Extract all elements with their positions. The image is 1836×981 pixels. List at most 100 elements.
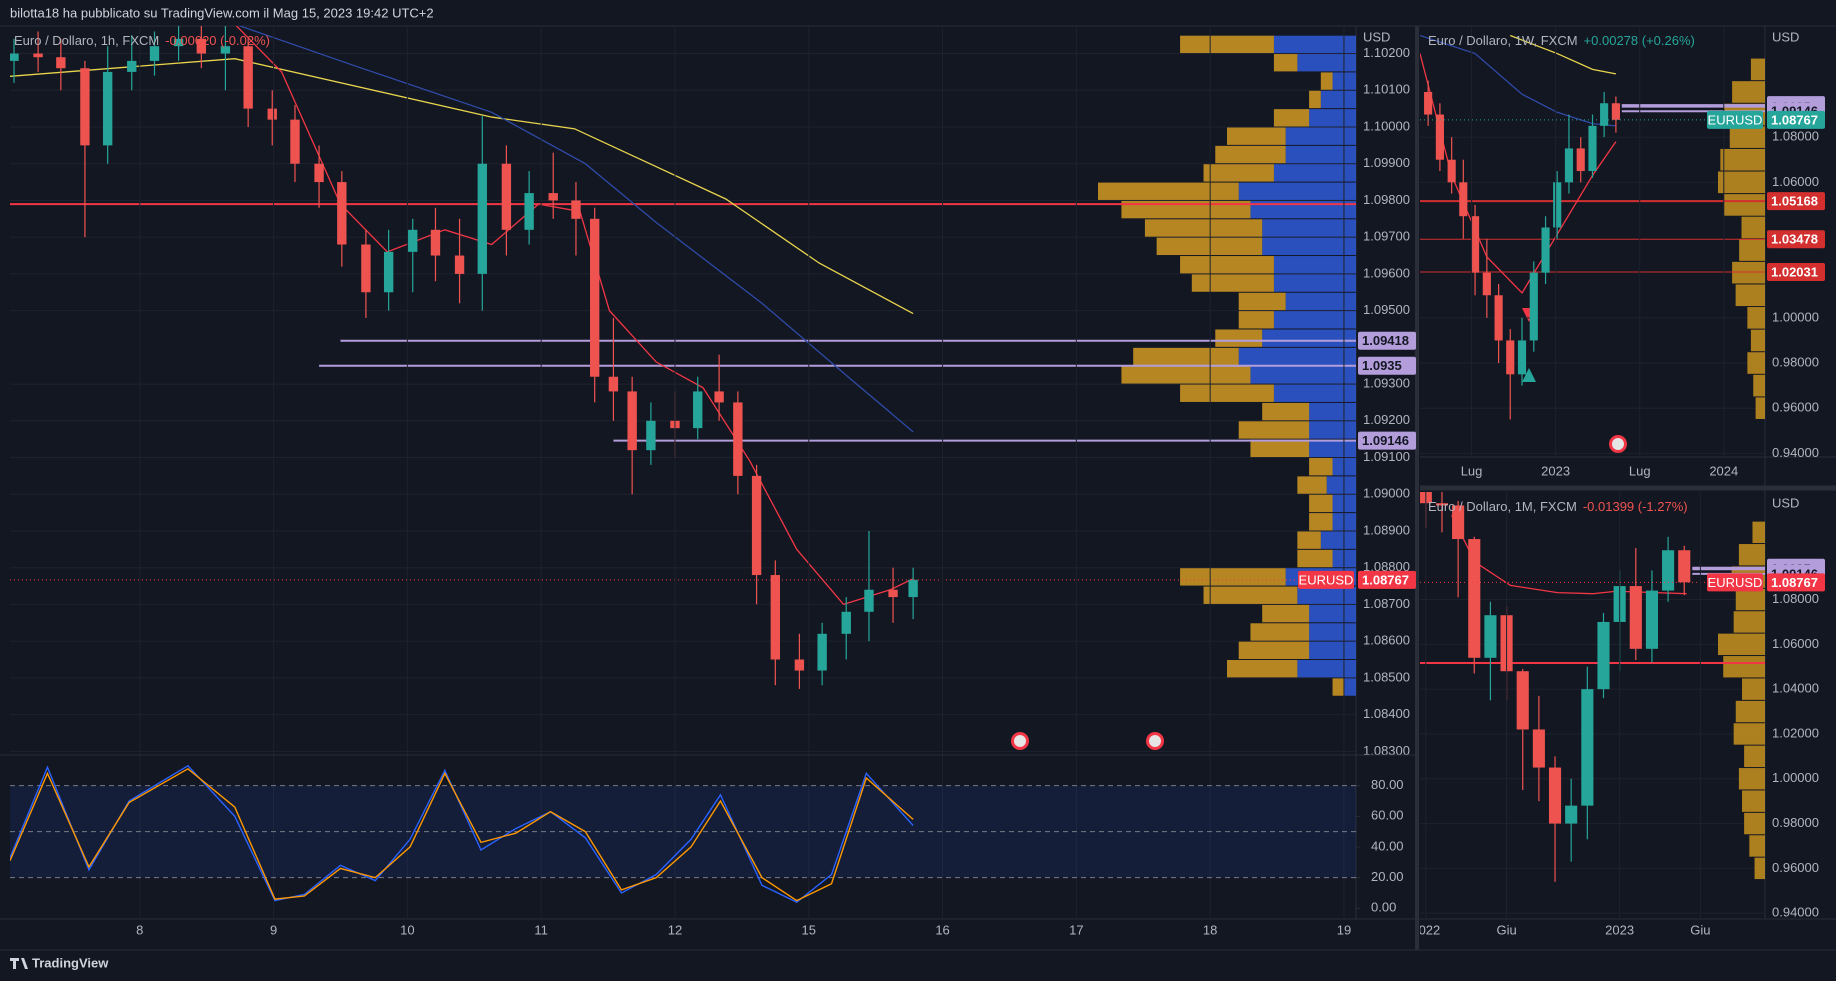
profile-bar <box>1180 35 1274 54</box>
profile-bar <box>1285 292 1356 311</box>
event-flag[interactable] <box>1149 735 1161 747</box>
candle-body <box>220 46 231 54</box>
level-label: 1.0935 <box>1362 358 1402 373</box>
profile-bar <box>1309 623 1356 641</box>
oscillator-line <box>10 764 914 903</box>
y-tick-label: 0.00 <box>1371 900 1396 915</box>
profile-bar <box>1718 171 1765 194</box>
y-tick-label: 1.09900 <box>1363 155 1410 170</box>
brand-name: TradingView <box>32 955 109 970</box>
level-label-bg <box>1767 230 1825 249</box>
last-price: 1.08767 <box>1771 112 1818 127</box>
y-tick-label: 0.94000 <box>1772 905 1819 920</box>
x-tick-label: 16 <box>935 922 949 937</box>
legend-change: +0.00278 (+0.26%) <box>1584 33 1695 48</box>
candle-body <box>1517 340 1527 375</box>
profile-bar <box>1121 366 1251 384</box>
profile-bar <box>1755 397 1765 420</box>
profile-bar <box>1729 126 1765 148</box>
profile-bar <box>1273 54 1298 72</box>
profile-bar <box>1098 182 1239 200</box>
y-tick-label: 1.09200 <box>1363 412 1410 427</box>
profile-bar <box>1732 261 1765 284</box>
candle-body <box>290 119 300 164</box>
profile-bar <box>1732 81 1765 103</box>
candle-body <box>1532 729 1545 768</box>
x-tick-label: Giu <box>1496 922 1516 937</box>
candle-body <box>714 391 724 403</box>
event-flag[interactable] <box>1011 435 1627 750</box>
profile-bar <box>1309 421 1356 439</box>
profile-bar <box>1180 256 1274 274</box>
y-tick-label: 1.08500 <box>1363 669 1410 684</box>
y-tick-label: 1.08300 <box>1363 743 1410 758</box>
y-tick-label: 1.04000 <box>1772 681 1819 696</box>
candle-body <box>267 108 277 120</box>
candle-body <box>908 579 918 598</box>
profile-bar <box>1309 604 1356 623</box>
candle-body <box>361 244 371 293</box>
last-name-bg <box>1298 570 1354 589</box>
profile-bar <box>1735 700 1765 723</box>
profile-bar <box>1741 216 1765 239</box>
y-tick-label: 1.08000 <box>1772 591 1819 606</box>
profile-bar <box>1262 237 1356 256</box>
candle-body <box>1541 227 1550 273</box>
candle-body <box>548 193 558 201</box>
candle-body <box>646 420 656 451</box>
candle-body <box>1471 216 1480 273</box>
profile-bar <box>1326 476 1356 494</box>
profile-bar <box>1747 352 1765 374</box>
profile-bar <box>1297 660 1356 678</box>
profile-bar <box>1215 329 1263 347</box>
profile-bar <box>1273 384 1356 402</box>
profile-bar <box>1285 127 1356 145</box>
profile-bar <box>1309 641 1356 660</box>
profile-bar <box>1238 182 1356 200</box>
candle-body <box>817 633 827 671</box>
x-tick-label: 15 <box>802 922 816 937</box>
candle-body <box>841 611 851 634</box>
candle-body <box>1494 295 1503 341</box>
profile-bar <box>1344 678 1356 696</box>
profile-bar <box>1273 274 1356 292</box>
y-tick-label: 1.02000 <box>1772 725 1819 740</box>
event-flag[interactable] <box>1014 735 1026 747</box>
candle-body <box>627 391 637 451</box>
candle-body <box>149 46 160 61</box>
profile-bar <box>1250 623 1310 641</box>
profile-bar <box>1215 145 1286 164</box>
last-name-bg <box>1707 110 1763 129</box>
profile-bar <box>1718 633 1765 656</box>
y-tick-label: 0.96000 <box>1772 860 1819 875</box>
y-tick-label: 1.09100 <box>1363 449 1410 464</box>
profile-bar <box>1227 127 1286 145</box>
logo-mark <box>10 958 28 969</box>
profile-bar <box>1750 329 1765 352</box>
profile-bar <box>1738 544 1765 566</box>
profile-bar <box>1262 329 1356 347</box>
event-flag[interactable] <box>1612 438 1624 450</box>
profile-bar <box>1285 145 1356 164</box>
profile-bar <box>1250 366 1356 384</box>
last-name-bg <box>1707 573 1763 592</box>
level-label-bg <box>1358 331 1416 350</box>
profile-bar <box>1273 256 1356 274</box>
level-label-bg <box>1767 262 1825 281</box>
profile-bar <box>1121 200 1251 219</box>
candle-body <box>1597 621 1610 690</box>
last-name: EURUSD <box>1299 572 1354 587</box>
profile-bar <box>1754 857 1765 880</box>
profile-bar <box>1238 347 1356 366</box>
candle-body <box>33 53 43 58</box>
plot-area <box>10 26 1356 752</box>
legend: Euro / Dollaro, 1M, FXCM -0.01399 (-1.27%… <box>1428 499 1688 514</box>
grid-x <box>139 26 1345 919</box>
profile-bar <box>1250 200 1356 219</box>
profile-bar <box>1723 656 1765 678</box>
profile-bar <box>1309 439 1356 458</box>
candle-body <box>888 589 898 598</box>
profile-bar <box>1203 586 1298 604</box>
profile-bar <box>1320 90 1356 109</box>
